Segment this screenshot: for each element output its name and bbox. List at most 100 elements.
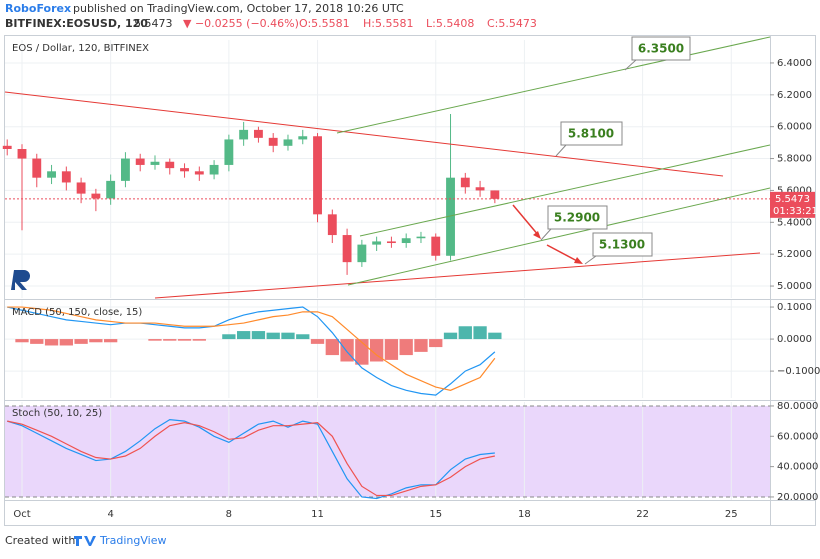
candle-body [431,236,441,256]
annotation: 6.3500 [638,42,684,56]
candle-body [298,136,308,140]
histogram-bar [369,339,384,362]
published: published on TradingView.com, October 17… [73,2,404,15]
histogram-bar [310,339,325,344]
footer-brand[interactable]: TradingView [99,534,166,547]
histogram-bar [89,339,103,343]
y-tick-label: 5.8000 [777,154,812,165]
candle-body [253,129,263,138]
candle-body [150,161,160,165]
histogram-bar [429,339,443,348]
arrow [512,204,540,237]
candle-body [135,158,145,165]
candle-body [61,171,71,183]
y-tick-label: 0.1000 [777,302,812,313]
callout: 5.8100 [555,121,623,157]
histogram-bar [296,334,310,340]
candle-body [268,137,278,146]
y-tick-label: 5.4000 [777,217,812,228]
histogram-bar [399,339,413,356]
histogram-bar [473,326,487,340]
candle-body [47,171,56,178]
candle-body [165,161,175,169]
arrow-head [533,231,541,239]
candle-body [239,129,249,140]
x-tick-label: Oct [13,509,30,520]
brand-logo [74,536,96,546]
symbol: BITFINEX:EOSUSD, 120 [5,17,148,30]
y-tick-label: 6.4000 [777,58,812,69]
candle-body [17,149,27,159]
publisher[interactable]: RoboForex [5,2,71,15]
x-tick-label: 22 [636,509,649,520]
candle-body [490,190,500,199]
histogram-bar [236,331,251,340]
candle-body [386,241,396,244]
last-price-label: 5.5473 [775,194,810,205]
histogram-bar [74,339,88,344]
footer-created: Created with [5,534,75,547]
y-tick-label: 6.0000 [777,122,812,133]
header-close: C:5.5473 [487,17,537,30]
header-low: L:5.5408 [426,17,474,30]
histogram-bar [384,339,399,360]
pane-title: Stoch (50, 10, 25) [12,408,102,419]
y-tick-label: 6.2000 [777,90,812,101]
candle-body [446,177,455,256]
candle-body [32,158,42,178]
y-tick-label: 60.0000 [777,431,818,442]
candle-body [120,158,130,181]
histogram-bar [488,332,502,340]
x-tick-label: 4 [107,509,113,520]
callout: 6.3500 [624,36,691,71]
histogram-bar [163,339,177,341]
candle-body [327,214,337,236]
drawings: 6.3500 5.8100 5.2900 5.1300 [4,36,771,299]
histogram-bar [59,339,73,346]
candle-body [283,139,293,146]
last-price-box [770,191,815,218]
header-price: 5.5473 [134,17,173,30]
candle-body [313,136,322,215]
candle-body [91,193,101,199]
histogram-bar [192,339,206,341]
pane-title: EOS / Dollar, 120, BITFINEX [12,43,149,54]
indicator-line [7,306,496,391]
y-tick-label: 0.0000 [777,334,812,345]
y-tick-label: −0.1000 [777,366,820,377]
layers: 5.0000 5.2000 5.4000 5.6000 5.8000 6.0000 6.20… [2,40,820,520]
indicator-line [7,420,495,497]
y-tick-label: 80.0000 [777,401,818,412]
candle-body [475,187,485,191]
candle-body [2,145,12,150]
callout: 5.2900 [540,205,608,241]
chart-frame [4,35,816,526]
y-tick-label: 40.0000 [777,462,818,473]
histogram-bar [251,331,266,340]
channel-line [336,36,771,134]
annotation: 5.2900 [554,211,600,225]
x-tick-label: 11 [311,509,324,520]
header-open: O:5.5581 [299,17,350,30]
histogram-bar [281,332,295,340]
annotation: 5.1300 [599,238,645,252]
histogram-bar [104,339,118,343]
arrow [546,244,580,263]
candle-body [76,182,86,194]
channel-line [347,187,771,286]
candle-body [372,241,382,245]
candle-body [460,177,470,188]
histogram-bar [414,339,428,352]
candle-body [194,171,204,175]
histogram-bar [443,332,458,340]
histogram-bar [266,332,280,340]
indicator-line [7,306,496,396]
candle-body [209,164,219,175]
candle-body [342,235,352,263]
y-tick-label: 20.0000 [777,492,818,503]
logo [11,270,30,290]
histogram-bar [148,339,162,341]
trend-line [154,252,761,299]
x-tick-label: 18 [518,509,531,520]
